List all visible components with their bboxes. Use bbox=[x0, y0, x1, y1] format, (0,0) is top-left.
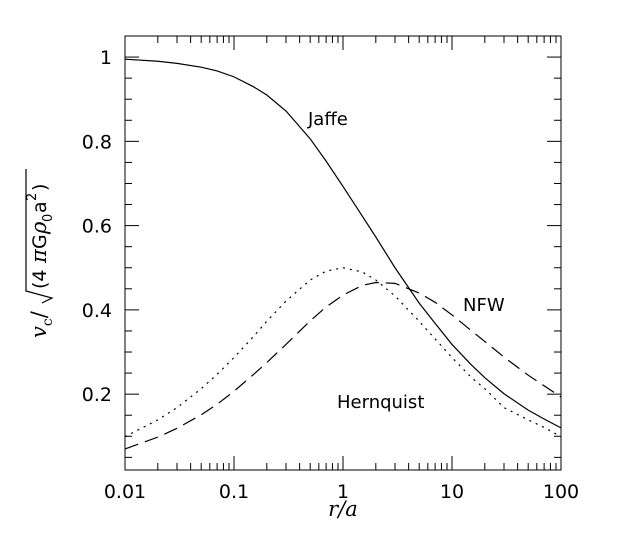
x-axis-label: r/a bbox=[328, 497, 358, 521]
curve-labels: Jaffe NFW Hernquist bbox=[307, 109, 505, 413]
y-axis-label: vc/ (4 π G ρ 0 a 2 ) bbox=[25, 169, 56, 338]
svg-text:0: 0 bbox=[41, 214, 56, 222]
curve-jaffe bbox=[124, 58, 562, 429]
svg-text:vc/: vc/ bbox=[27, 310, 56, 338]
curves bbox=[124, 58, 562, 450]
y-tick-label: 0.6 bbox=[82, 216, 112, 238]
svg-text:G: G bbox=[29, 234, 51, 249]
svg-text:): ) bbox=[29, 184, 51, 191]
tick-labels: 0.01 0.1 1 10 100 0.2 0.4 0.6 0.8 1 bbox=[82, 47, 579, 503]
x-tick-label: 0.1 bbox=[219, 481, 249, 503]
y-tick-label: 0.4 bbox=[82, 300, 112, 322]
svg-text:(4: (4 bbox=[29, 269, 51, 289]
y-tick-label: 1 bbox=[100, 47, 112, 69]
svg-text:ρ: ρ bbox=[27, 221, 51, 235]
x-tick-label: 100 bbox=[543, 481, 579, 503]
svg-text:2: 2 bbox=[25, 193, 40, 201]
curve-label-hernquist: Hernquist bbox=[337, 392, 424, 413]
y-tick-label: 0.2 bbox=[82, 384, 112, 406]
svg-text:π: π bbox=[27, 248, 51, 264]
x-tick-label: 1 bbox=[337, 481, 349, 503]
curve-label-nfw: NFW bbox=[463, 295, 505, 316]
curve-nfw bbox=[124, 281, 562, 450]
curve-label-jaffe: Jaffe bbox=[307, 109, 348, 130]
x-tick-label: 0.01 bbox=[104, 481, 146, 503]
axis-ticks bbox=[124, 36, 562, 470]
svg-text:a: a bbox=[29, 201, 51, 213]
x-tick-label: 10 bbox=[440, 481, 464, 503]
y-tick-label: 0.8 bbox=[82, 131, 112, 153]
